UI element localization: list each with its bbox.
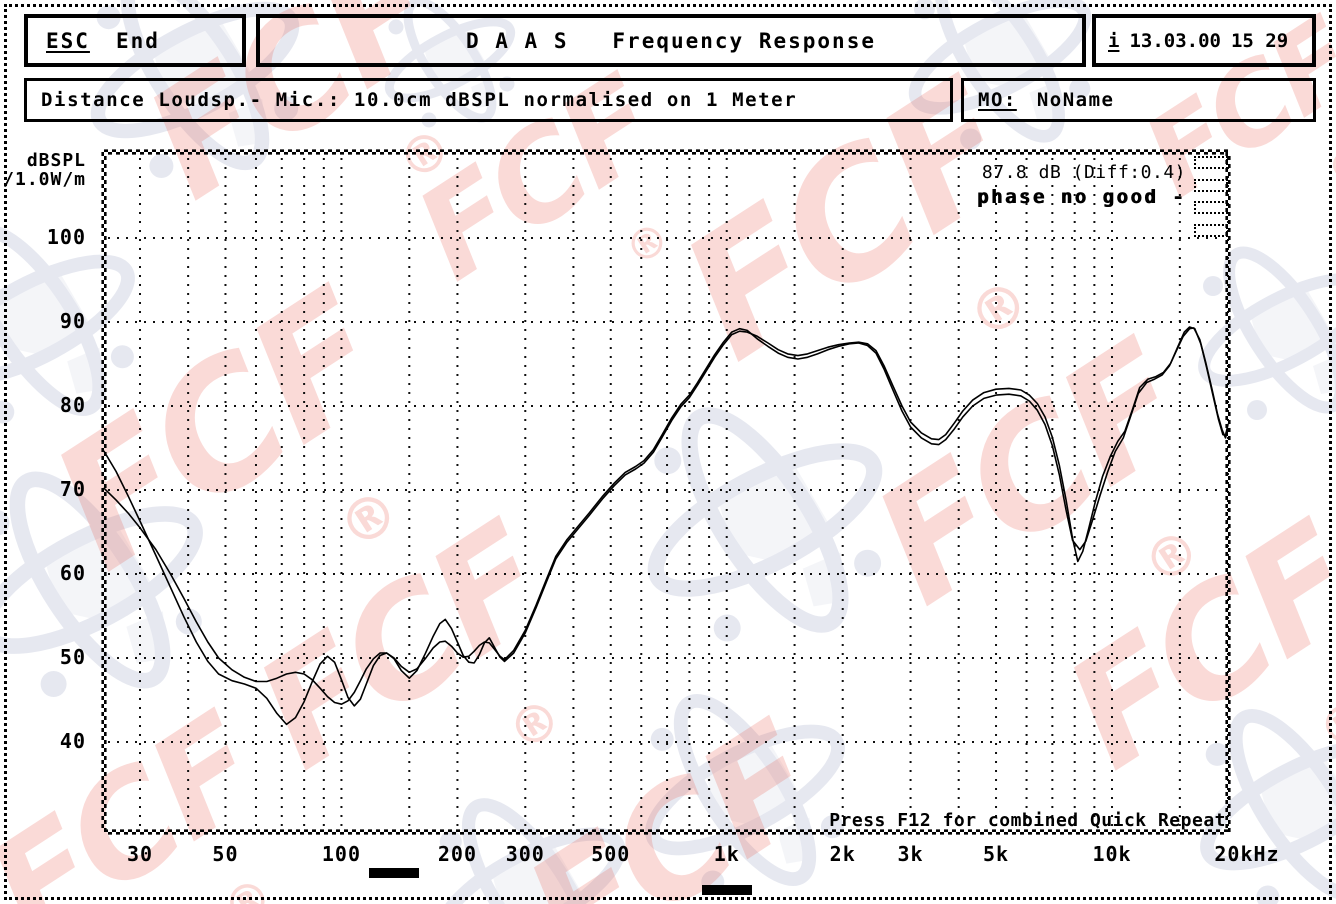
marker-bar-dotted bbox=[702, 885, 752, 895]
watermark-atom-icon bbox=[637, 395, 892, 646]
y-tick-label: 60 bbox=[59, 561, 86, 585]
y-axis-unit-line2: /1.0W/m bbox=[3, 169, 86, 190]
watermark-registered-mark: ® bbox=[213, 867, 283, 904]
x-tick-label: 2k bbox=[829, 842, 856, 866]
x-tick-label: 200 bbox=[437, 842, 477, 866]
x-tick-label: 1k bbox=[713, 842, 740, 866]
x-tick-label: 5k bbox=[982, 842, 1010, 866]
y-tick-label: 100 bbox=[46, 225, 86, 249]
x-tick-label: 10k bbox=[1092, 842, 1132, 866]
y-tick-label: 50 bbox=[59, 645, 86, 669]
phase-status-annotation: phase no good - bbox=[976, 186, 1186, 208]
info-hotkey: i bbox=[1108, 29, 1120, 52]
esc-hotkey: ESC bbox=[46, 28, 90, 53]
x-tick-label: 50 bbox=[212, 842, 239, 866]
watermark-registered-mark: ® bbox=[1319, 136, 1336, 193]
measurement-subtitle-box: Distance Loudsp.- Mic.: 10.0cm dBSPL nor… bbox=[24, 78, 953, 122]
esc-end-button[interactable]: ESC End bbox=[24, 14, 246, 67]
info-date: 13.03.00 bbox=[1129, 29, 1221, 52]
esc-label: End bbox=[115, 28, 160, 53]
info-datetime-button[interactable]: i 13.03.00 15 29 bbox=[1092, 14, 1316, 67]
marker-bar-solid bbox=[369, 868, 419, 878]
x-tick-label: 100 bbox=[321, 842, 362, 866]
f12-hint-text: Press F12 for combined Quick Repeat bbox=[829, 810, 1226, 831]
x-tick-label: 3k bbox=[897, 842, 924, 866]
info-time: 15 29 bbox=[1230, 29, 1289, 52]
memory-name-value: NoName bbox=[1036, 89, 1115, 111]
curve-style-swatch bbox=[1194, 224, 1228, 237]
level-annotation: 87.8 dB (Diff:0.4) bbox=[981, 162, 1186, 183]
page-title: D A A S Frequency Response bbox=[465, 28, 876, 53]
watermark-registered-mark: ® bbox=[768, 887, 843, 904]
y-tick-label: 40 bbox=[59, 729, 86, 753]
x-tick-label: 500 bbox=[591, 842, 631, 866]
y-axis-unit-line1: dBSPL bbox=[26, 150, 86, 171]
watermark-registered-mark: ® bbox=[956, 265, 1042, 354]
y-tick-label: 70 bbox=[59, 477, 86, 501]
measurement-subtitle: Distance Loudsp.- Mic.: 10.0cm dBSPL nor… bbox=[41, 89, 798, 111]
memory-hotkey: MO: bbox=[978, 89, 1017, 111]
curve-style-swatch bbox=[1194, 156, 1228, 169]
curve-style-swatch bbox=[1194, 201, 1228, 214]
x-tick-label: 30 bbox=[126, 842, 154, 866]
window-title-box: D A A S Frequency Response bbox=[256, 14, 1086, 67]
memory-name-button[interactable]: MO: NoName bbox=[961, 78, 1316, 122]
x-tick-label: 300 bbox=[505, 842, 545, 866]
curve-style-swatch bbox=[1194, 179, 1228, 192]
x-tick-label: 20kHz bbox=[1214, 842, 1280, 866]
y-tick-label: 80 bbox=[59, 393, 86, 417]
watermark-registered-mark: ® bbox=[498, 687, 573, 764]
y-tick-label: 90 bbox=[59, 309, 86, 333]
response-current-curve bbox=[103, 326, 1229, 726]
